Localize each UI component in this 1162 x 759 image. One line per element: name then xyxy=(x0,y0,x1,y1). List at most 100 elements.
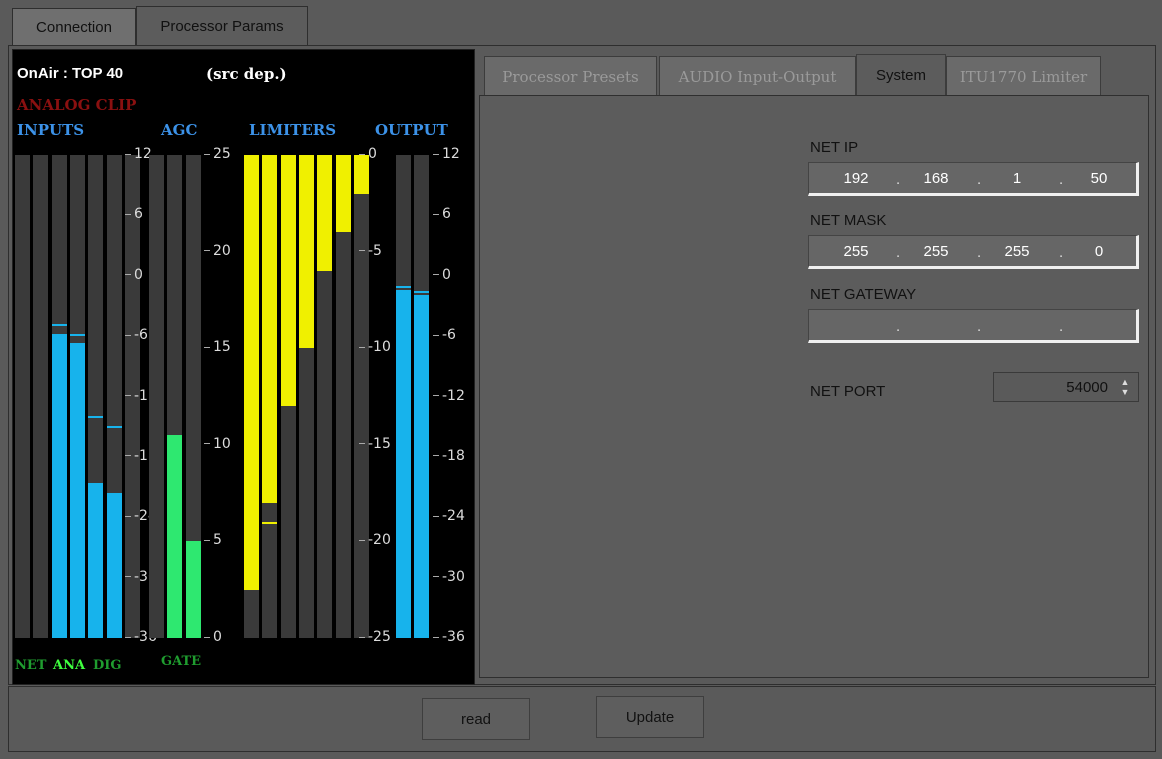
tab-connection[interactable]: Connection xyxy=(12,8,136,46)
limiter-scale-tick: -5 xyxy=(359,243,382,259)
limiter-meter-fill xyxy=(244,155,259,590)
limiter-scale-tick: -20 xyxy=(359,532,391,548)
ip-octet: 192 xyxy=(843,170,869,187)
limiter-meter xyxy=(317,155,333,638)
tab-audio-input-output[interactable]: AUDIO Input-Output xyxy=(659,56,856,96)
limiter-scale-tick: -10 xyxy=(359,339,391,355)
limiter-meter xyxy=(244,155,259,638)
input-meter-fill xyxy=(51,333,67,638)
read-button[interactable]: read xyxy=(422,698,530,740)
input-meter-fill xyxy=(69,343,85,638)
input-meter xyxy=(33,155,49,638)
update-button[interactable]: Update xyxy=(596,696,704,738)
net-port-label: NET PORT xyxy=(810,383,886,400)
net-indicator: NET xyxy=(15,658,47,673)
ip-separator: . xyxy=(977,171,982,188)
input-meter-fill xyxy=(88,483,104,638)
onair-label: OnAir : TOP 40 xyxy=(17,65,124,82)
net-ip-label: NET IP xyxy=(810,139,859,156)
agc-scale-tick: 15 xyxy=(204,339,231,355)
agc-meter xyxy=(185,155,201,638)
ip-octet: 168 xyxy=(923,170,949,187)
input-meter xyxy=(51,155,67,638)
net-port-spinbox[interactable]: 54000 ▲ ▼ xyxy=(993,372,1139,402)
limiter-scale-tick: -15 xyxy=(359,436,391,452)
input-scale-tick: 0 xyxy=(125,267,143,283)
output-header: OUTPUT xyxy=(375,121,448,139)
tab-itu1770-limiter-label: ITU1770 Limiter xyxy=(959,67,1088,86)
net-mask-label: NET MASK xyxy=(810,212,887,229)
input-scale-tick: -6 xyxy=(125,327,148,343)
src-dep-label: (src dep.) xyxy=(206,65,287,83)
output-scale-tick: -24 xyxy=(433,508,465,524)
limiters-header: LIMITERS xyxy=(249,121,337,139)
input-meter-fill xyxy=(106,493,122,638)
net-port-value: 54000 xyxy=(1066,379,1108,396)
net-gateway-field[interactable]: . . . xyxy=(808,309,1139,343)
tab-processor-params[interactable]: Processor Params xyxy=(136,6,308,46)
mask-octet: 255 xyxy=(843,243,869,260)
tab-processor-params-label: Processor Params xyxy=(160,18,284,35)
net-ip-field[interactable]: 192 . 168 . 1 . 50 xyxy=(808,162,1139,196)
limiter-meter xyxy=(353,155,369,638)
input-meter-peak xyxy=(106,425,122,428)
limiter-scale-tick: -25 xyxy=(359,629,391,645)
output-meter-peak xyxy=(414,290,430,293)
limiter-meter-peak xyxy=(262,522,278,525)
agc-meter xyxy=(167,155,183,638)
limiter-meter xyxy=(280,155,296,638)
limiter-meter xyxy=(335,155,351,638)
meter-panel: OnAir : TOP 40 (src dep.) ANALOG CLIP IN… xyxy=(12,49,475,685)
output-meter-fill xyxy=(396,290,411,638)
spin-down-icon[interactable]: ▼ xyxy=(1120,387,1130,397)
tab-system[interactable]: System xyxy=(856,54,946,96)
output-scale-tick: 0 xyxy=(433,267,451,283)
output-scale-tick: 12 xyxy=(433,146,460,162)
tab-processor-presets[interactable]: Processor Presets xyxy=(484,56,657,96)
input-meter-peak xyxy=(51,324,67,327)
ip-octet: 50 xyxy=(1090,170,1108,187)
output-meter xyxy=(414,155,430,638)
mask-separator: . xyxy=(977,244,982,261)
agc-scale-tick: 5 xyxy=(204,532,222,548)
limiter-scale-tick: 0 xyxy=(359,146,377,162)
input-meter-peak xyxy=(69,334,85,337)
net-mask-field[interactable]: 255 . 255 . 255 . 0 xyxy=(808,235,1139,269)
tab-processor-presets-label: Processor Presets xyxy=(502,67,639,86)
input-meter xyxy=(15,155,30,638)
output-scale-tick: -18 xyxy=(433,448,465,464)
output-scale-tick: -36 xyxy=(433,629,465,645)
limiter-meter-fill xyxy=(335,155,351,233)
agc-meter xyxy=(149,155,164,638)
mask-separator: . xyxy=(896,244,901,261)
limiter-meter xyxy=(298,155,314,638)
gateway-separator: . xyxy=(1059,318,1064,335)
output-scale-tick: -6 xyxy=(433,327,456,343)
input-meter xyxy=(88,155,104,638)
tab-content-frame xyxy=(8,45,1156,685)
input-meter-peak xyxy=(88,416,104,419)
gate-indicator: GATE xyxy=(161,654,202,669)
output-scale-tick: -30 xyxy=(433,569,465,585)
input-scale-tick: 12 xyxy=(125,146,152,162)
limiter-meter-fill xyxy=(262,155,278,503)
agc-meter-fill xyxy=(185,541,201,638)
spin-up-icon[interactable]: ▲ xyxy=(1120,377,1130,387)
ip-separator: . xyxy=(896,171,901,188)
agc-meter-fill xyxy=(167,435,183,638)
agc-scale-tick: 10 xyxy=(204,436,231,452)
ana-indicator: ANA xyxy=(53,658,86,673)
tab-itu1770-limiter[interactable]: ITU1770 Limiter xyxy=(946,56,1101,96)
gateway-separator: . xyxy=(896,318,901,335)
mask-octet: 0 xyxy=(1094,243,1104,260)
ip-octet: 1 xyxy=(1012,170,1022,187)
tab-system-label: System xyxy=(875,67,926,84)
agc-header: AGC xyxy=(161,121,198,139)
net-gateway-label: NET GATEWAY xyxy=(810,286,917,303)
inputs-header: INPUTS xyxy=(17,121,85,139)
limiter-meter-fill xyxy=(353,155,369,194)
output-meter-peak xyxy=(396,285,411,288)
mask-octet: 255 xyxy=(923,243,949,260)
input-scale-tick: 6 xyxy=(125,206,143,222)
bottom-bar xyxy=(8,686,1156,752)
